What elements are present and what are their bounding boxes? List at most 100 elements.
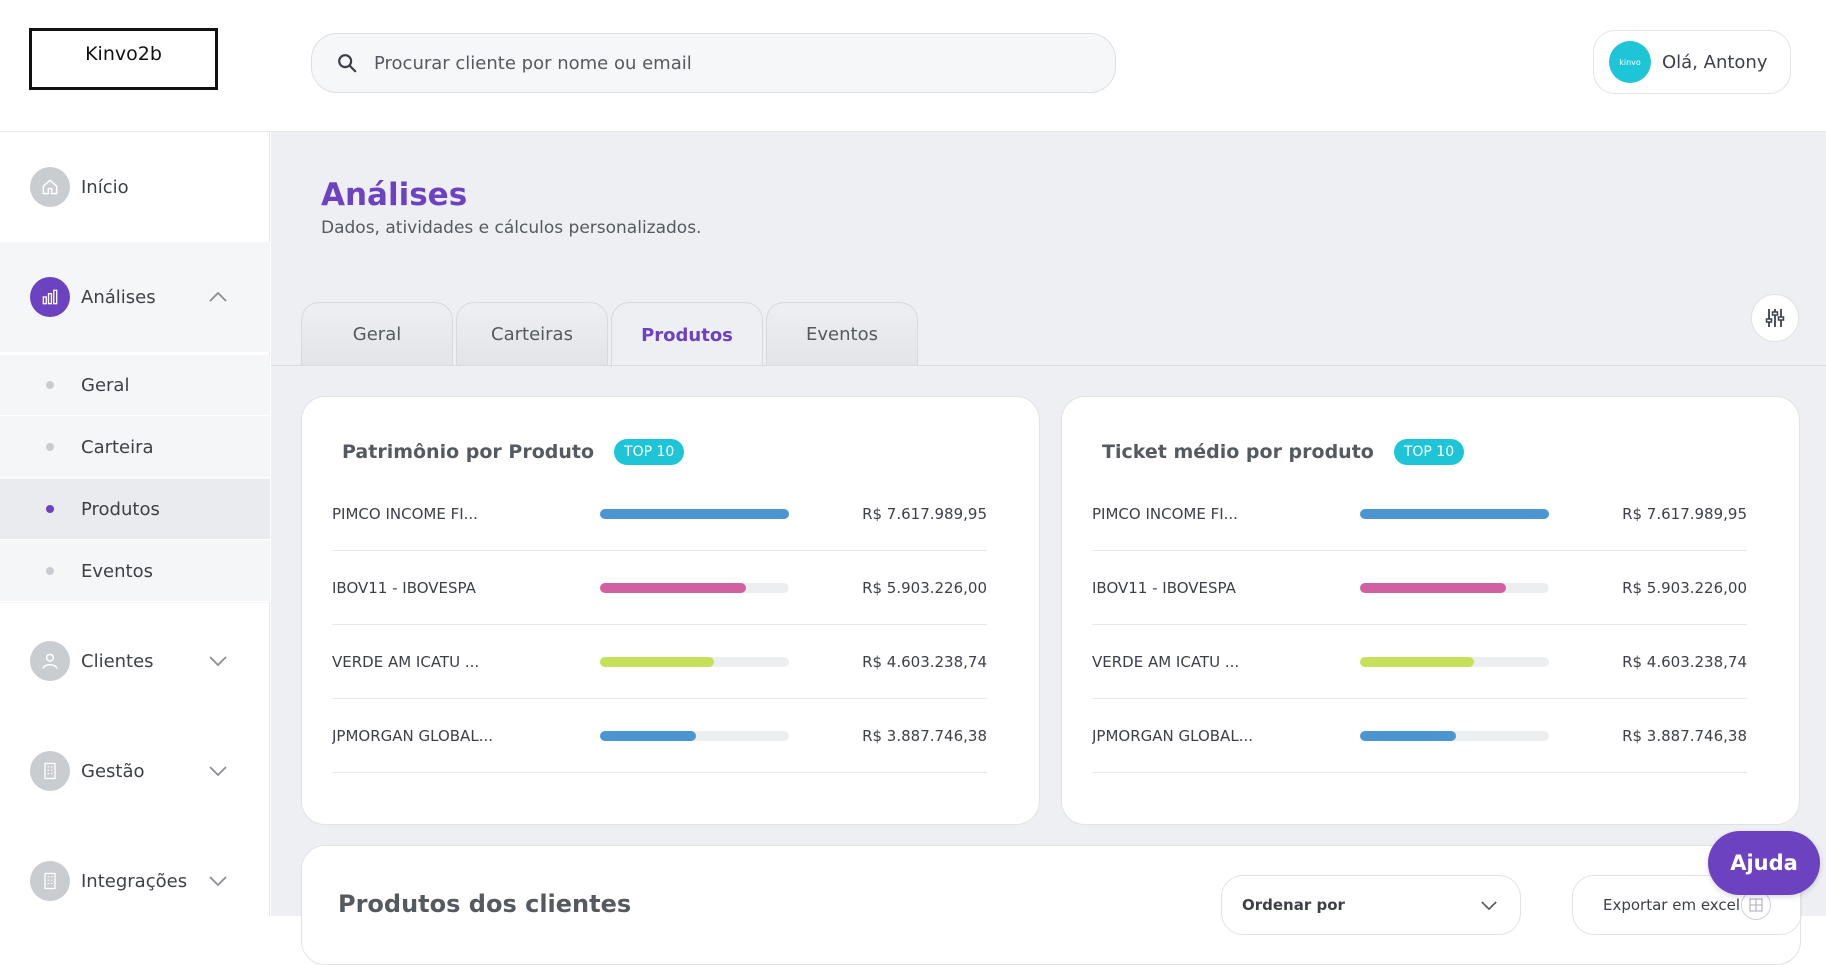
sidebar-subitem-carteira[interactable]: Carteira	[0, 417, 270, 478]
home-icon	[30, 167, 70, 207]
progress-fill	[600, 730, 697, 741]
progress-track	[600, 508, 789, 519]
main-content: Análises Dados, atividades e cálculos pe…	[271, 132, 1826, 965]
card-title-text: Patrimônio por Produto	[342, 441, 595, 463]
chevron-up-icon[interactable]	[207, 286, 229, 308]
progress-fill	[600, 508, 789, 519]
chevron-down-icon[interactable]	[207, 760, 229, 782]
product-row: PIMCO INCOME FI... R$ 7.617.989,95	[332, 477, 987, 551]
chart-icon	[30, 277, 70, 317]
product-value: R$ 5.903.226,00	[1622, 578, 1747, 597]
bullet-icon	[46, 381, 54, 389]
card-title: Ticket médio por produto TOP 10	[1102, 439, 1465, 465]
order-by-label: Ordenar por	[1242, 896, 1345, 914]
user-menu[interactable]: kinvo Olá, Antony	[1593, 30, 1791, 94]
progress-track	[600, 656, 789, 667]
section-title: Produtos dos clientes	[338, 890, 632, 918]
bullet-icon	[46, 505, 54, 513]
sidebar-item-integracoes[interactable]: Integrações	[0, 826, 270, 936]
card-ticket-medio-por-produto: Ticket médio por produto TOP 10 PIMCO IN…	[1061, 396, 1800, 825]
product-value: R$ 3.887.746,38	[1622, 726, 1747, 745]
top-bar: Kinvo2b kinvo Olá, Antony	[0, 0, 1826, 132]
progress-track	[1360, 730, 1549, 741]
products-section: Produtos dos clientes Ordenar por Export…	[301, 845, 1802, 965]
sidebar-item-label: Início	[81, 176, 129, 198]
page-subtitle: Dados, atividades e cálculos personaliza…	[321, 218, 702, 238]
progress-track	[1360, 582, 1549, 593]
chevron-down-icon	[1481, 900, 1497, 910]
product-name: VERDE AM ICATU ...	[332, 652, 480, 671]
sliders-icon	[1765, 309, 1785, 327]
progress-track	[1360, 656, 1549, 667]
order-by-dropdown[interactable]: Ordenar por	[1221, 875, 1521, 935]
product-name: PIMCO INCOME FI...	[332, 504, 478, 523]
product-row: PIMCO INCOME FI... R$ 7.617.989,95	[1092, 477, 1747, 551]
search-input[interactable]	[374, 52, 1074, 74]
product-value: R$ 7.617.989,95	[862, 504, 987, 523]
sidebar-subitem-geral[interactable]: Geral	[0, 355, 270, 416]
progress-fill	[1360, 656, 1475, 667]
product-row: JPMORGAN GLOBAL... R$ 3.887.746,38	[1092, 699, 1747, 773]
product-value: R$ 4.603.238,74	[1622, 652, 1747, 671]
sidebar-submenu-analises: Geral Carteira Produtos Eventos	[0, 355, 270, 603]
logo[interactable]: Kinvo2b	[29, 28, 218, 90]
page-title: Análises	[321, 177, 468, 213]
top10-badge: TOP 10	[1393, 439, 1465, 465]
avatar: kinvo	[1609, 41, 1651, 83]
sidebar-subitem-label: Geral	[81, 374, 130, 396]
user-greeting: Olá, Antony	[1662, 51, 1768, 73]
progress-track	[600, 730, 789, 741]
sidebar-subitem-eventos[interactable]: Eventos	[0, 541, 270, 602]
product-row: IBOV11 - IBOVESPA R$ 5.903.226,00	[332, 551, 987, 625]
progress-fill	[1360, 508, 1549, 519]
product-name: VERDE AM ICATU ...	[1092, 652, 1240, 671]
product-value: R$ 7.617.989,95	[1622, 504, 1747, 523]
product-name: IBOV11 - IBOVESPA	[1092, 578, 1236, 597]
search-icon	[338, 54, 357, 73]
help-button[interactable]: Ajuda	[1708, 831, 1820, 895]
sidebar-subitem-label: Produtos	[81, 498, 160, 520]
tab-carteiras[interactable]: Carteiras	[456, 302, 608, 366]
card-title-text: Ticket médio por produto	[1102, 441, 1374, 463]
search-bar[interactable]	[311, 33, 1116, 93]
product-name: JPMORGAN GLOBAL...	[332, 726, 493, 745]
bullet-icon	[46, 443, 54, 451]
chevron-down-icon[interactable]	[207, 870, 229, 892]
product-value: R$ 4.603.238,74	[862, 652, 987, 671]
product-row: VERDE AM ICATU ... R$ 4.603.238,74	[332, 625, 987, 699]
progress-fill	[600, 582, 747, 593]
tab-geral[interactable]: Geral	[301, 302, 453, 366]
bullet-icon	[46, 567, 54, 575]
sidebar-item-gestao[interactable]: Gestão	[0, 716, 270, 826]
sidebar-item-analises[interactable]: Análises	[0, 242, 270, 352]
filter-settings-button[interactable]	[1751, 294, 1799, 342]
sidebar-item-label: Análises	[81, 286, 156, 308]
building-icon	[30, 751, 70, 791]
card-patrimonio-por-produto: Patrimônio por Produto TOP 10 PIMCO INCO…	[301, 396, 1040, 825]
tab-produtos[interactable]: Produtos	[611, 302, 763, 367]
progress-fill	[600, 656, 715, 667]
sidebar-subitem-label: Carteira	[81, 436, 154, 458]
product-name: JPMORGAN GLOBAL...	[1092, 726, 1253, 745]
product-name: PIMCO INCOME FI...	[1092, 504, 1238, 523]
card-title: Patrimônio por Produto TOP 10	[342, 439, 685, 465]
tab-eventos[interactable]: Eventos	[766, 302, 918, 366]
product-row: IBOV11 - IBOVESPA R$ 5.903.226,00	[1092, 551, 1747, 625]
sidebar-subitem-label: Eventos	[81, 560, 153, 582]
sidebar-item-inicio[interactable]: Início	[0, 132, 270, 242]
product-name: IBOV11 - IBOVESPA	[332, 578, 476, 597]
sidebar-item-label: Clientes	[81, 650, 154, 672]
product-value: R$ 5.903.226,00	[862, 578, 987, 597]
sidebar: Início Análises Geral Carteira Produtos …	[0, 132, 270, 916]
progress-fill	[1360, 582, 1507, 593]
product-row: VERDE AM ICATU ... R$ 4.603.238,74	[1092, 625, 1747, 699]
progress-fill	[1360, 730, 1457, 741]
progress-track	[600, 582, 789, 593]
chevron-down-icon[interactable]	[207, 650, 229, 672]
sidebar-item-clientes[interactable]: Clientes	[0, 606, 270, 716]
product-row: JPMORGAN GLOBAL... R$ 3.887.746,38	[332, 699, 987, 773]
product-value: R$ 3.887.746,38	[862, 726, 987, 745]
top10-badge: TOP 10	[614, 439, 685, 465]
progress-track	[1360, 508, 1549, 519]
sidebar-subitem-produtos[interactable]: Produtos	[0, 479, 270, 540]
